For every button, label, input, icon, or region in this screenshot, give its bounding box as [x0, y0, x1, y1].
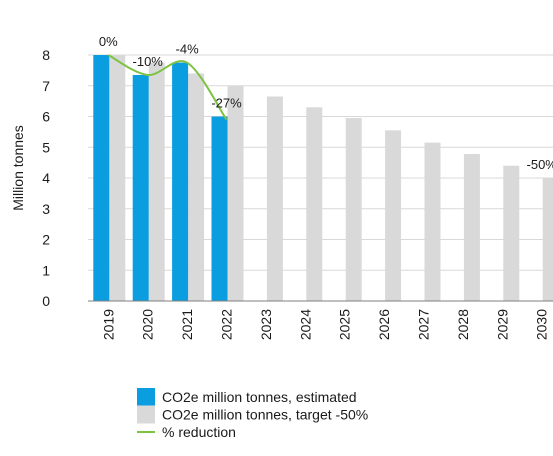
target-bar — [227, 85, 244, 301]
reduction-label: -27% — [211, 96, 242, 111]
reduction-label: -4% — [176, 42, 200, 57]
target-bar — [463, 154, 480, 301]
legend-label: CO2e million tonnes, target -50% — [162, 407, 368, 423]
target-bar — [306, 107, 323, 302]
target-bar — [345, 118, 362, 301]
target-bar — [148, 62, 165, 301]
x-tick-label: 2025 — [337, 309, 353, 340]
x-tick-label: 2021 — [179, 309, 195, 340]
reduction-label: -10% — [133, 54, 164, 69]
target-bar — [503, 165, 520, 301]
legend-label: % reduction — [162, 424, 236, 440]
y-axis-ticks: 0 1 2 3 4 5 6 7 8 — [42, 47, 50, 309]
estimated-bar — [172, 62, 189, 301]
percentage-annotations: 0% -10% -4% -27% -50% — [99, 34, 553, 172]
legend: CO2e million tonnes, estimated CO2e milli… — [137, 388, 368, 440]
reduction-label: 0% — [99, 34, 118, 49]
target-bar — [542, 178, 553, 301]
x-tick-label: 2026 — [376, 309, 392, 340]
target-bar — [109, 55, 126, 301]
y-tick-label: 1 — [42, 262, 50, 278]
legend-swatch — [137, 405, 155, 424]
x-tick-label: 2024 — [297, 309, 313, 340]
x-tick-label: 2030 — [534, 309, 550, 340]
y-tick-label: 4 — [42, 170, 50, 186]
x-tick-label: 2023 — [258, 309, 274, 340]
estimated-bar — [211, 116, 228, 301]
reduction-line — [107, 54, 228, 121]
y-tick-label: 7 — [42, 78, 50, 94]
x-tick-label: 2027 — [416, 309, 432, 340]
x-tick-label: 2028 — [455, 309, 471, 340]
target-bar — [188, 73, 205, 301]
legend-label: CO2e million tonnes, estimated — [162, 389, 357, 405]
y-tick-label: 8 — [42, 47, 50, 63]
x-tick-label: 2022 — [219, 309, 235, 340]
x-tick-label: 2020 — [140, 309, 156, 340]
target-bar — [266, 96, 283, 301]
y-tick-label: 0 — [42, 293, 50, 309]
y-tick-label: 6 — [42, 109, 50, 125]
target-bar — [424, 142, 441, 301]
estimated-bar — [93, 55, 110, 301]
target-bar — [385, 130, 402, 301]
y-tick-label: 2 — [42, 232, 50, 248]
legend-swatch — [137, 388, 155, 406]
x-tick-label: 2029 — [494, 309, 510, 340]
y-tick-label: 3 — [42, 201, 50, 217]
bars — [93, 55, 553, 302]
x-axis-ticks: 2019 2020 2021 2022 2023 2024 2025 2026 2027 2028… — [100, 309, 549, 340]
reduction-label: -50% — [527, 157, 553, 172]
y-axis-label: Million tonnes — [10, 125, 26, 211]
x-tick-label: 2019 — [100, 309, 116, 340]
y-tick-label: 5 — [42, 139, 50, 155]
estimated-bar — [132, 74, 149, 301]
